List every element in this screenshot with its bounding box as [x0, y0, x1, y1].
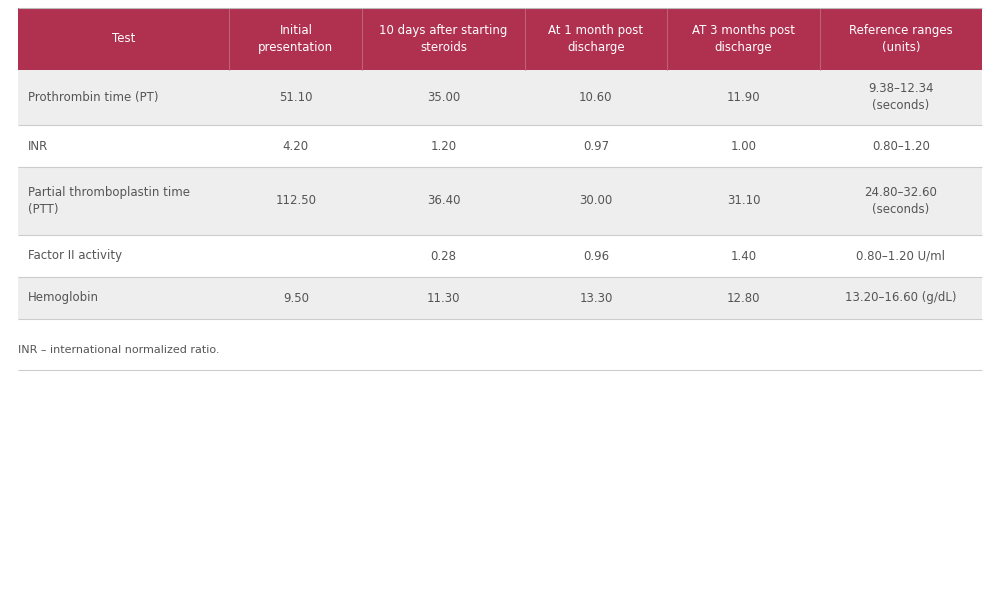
Text: 0.80–1.20 U/ml: 0.80–1.20 U/ml: [856, 250, 945, 263]
Text: 0.80–1.20: 0.80–1.20: [872, 139, 930, 152]
Text: 9.50: 9.50: [283, 292, 309, 304]
Text: 36.40: 36.40: [427, 194, 460, 208]
Text: 112.50: 112.50: [275, 194, 316, 208]
Text: 12.80: 12.80: [727, 292, 760, 304]
Bar: [18, 125, 982, 167]
Text: 13.30: 13.30: [579, 292, 613, 304]
Text: 24.80–32.60
(seconds): 24.80–32.60 (seconds): [864, 186, 937, 216]
Bar: [18, 277, 982, 319]
Text: 0.28: 0.28: [430, 250, 456, 263]
Text: 10 days after starting
steroids: 10 days after starting steroids: [379, 24, 508, 54]
Text: 10.60: 10.60: [579, 91, 613, 104]
Text: 30.00: 30.00: [579, 194, 613, 208]
Text: Reference ranges
(units): Reference ranges (units): [849, 24, 953, 54]
Text: 1.00: 1.00: [730, 139, 756, 152]
Text: Factor II activity: Factor II activity: [28, 250, 122, 263]
Text: Hemoglobin: Hemoglobin: [28, 292, 99, 304]
Text: 11.90: 11.90: [727, 91, 760, 104]
Bar: [18, 235, 982, 277]
Text: INR – international normalized ratio.: INR – international normalized ratio.: [18, 345, 220, 355]
Bar: [18, 70, 982, 125]
Text: 0.96: 0.96: [583, 250, 609, 263]
Text: AT 3 months post
discharge: AT 3 months post discharge: [692, 24, 795, 54]
Text: 31.10: 31.10: [727, 194, 760, 208]
Text: Initial
presentation: Initial presentation: [258, 24, 333, 54]
Text: 0.97: 0.97: [583, 139, 609, 152]
Text: Prothrombin time (PT): Prothrombin time (PT): [28, 91, 158, 104]
Text: 13.20–16.60 (g/dL): 13.20–16.60 (g/dL): [845, 292, 957, 304]
Text: 35.00: 35.00: [427, 91, 460, 104]
Text: 4.20: 4.20: [283, 139, 309, 152]
Text: 1.40: 1.40: [730, 250, 757, 263]
Text: Test: Test: [112, 32, 135, 46]
Text: 11.30: 11.30: [427, 292, 460, 304]
Bar: [18, 8, 982, 70]
Text: 9.38–12.34
(seconds): 9.38–12.34 (seconds): [868, 82, 934, 113]
Text: INR: INR: [28, 139, 48, 152]
Text: 51.10: 51.10: [279, 91, 313, 104]
Text: At 1 month post
discharge: At 1 month post discharge: [548, 24, 643, 54]
Text: Partial thromboplastin time
(PTT): Partial thromboplastin time (PTT): [28, 186, 190, 216]
Text: 1.20: 1.20: [430, 139, 457, 152]
Bar: [18, 167, 982, 235]
